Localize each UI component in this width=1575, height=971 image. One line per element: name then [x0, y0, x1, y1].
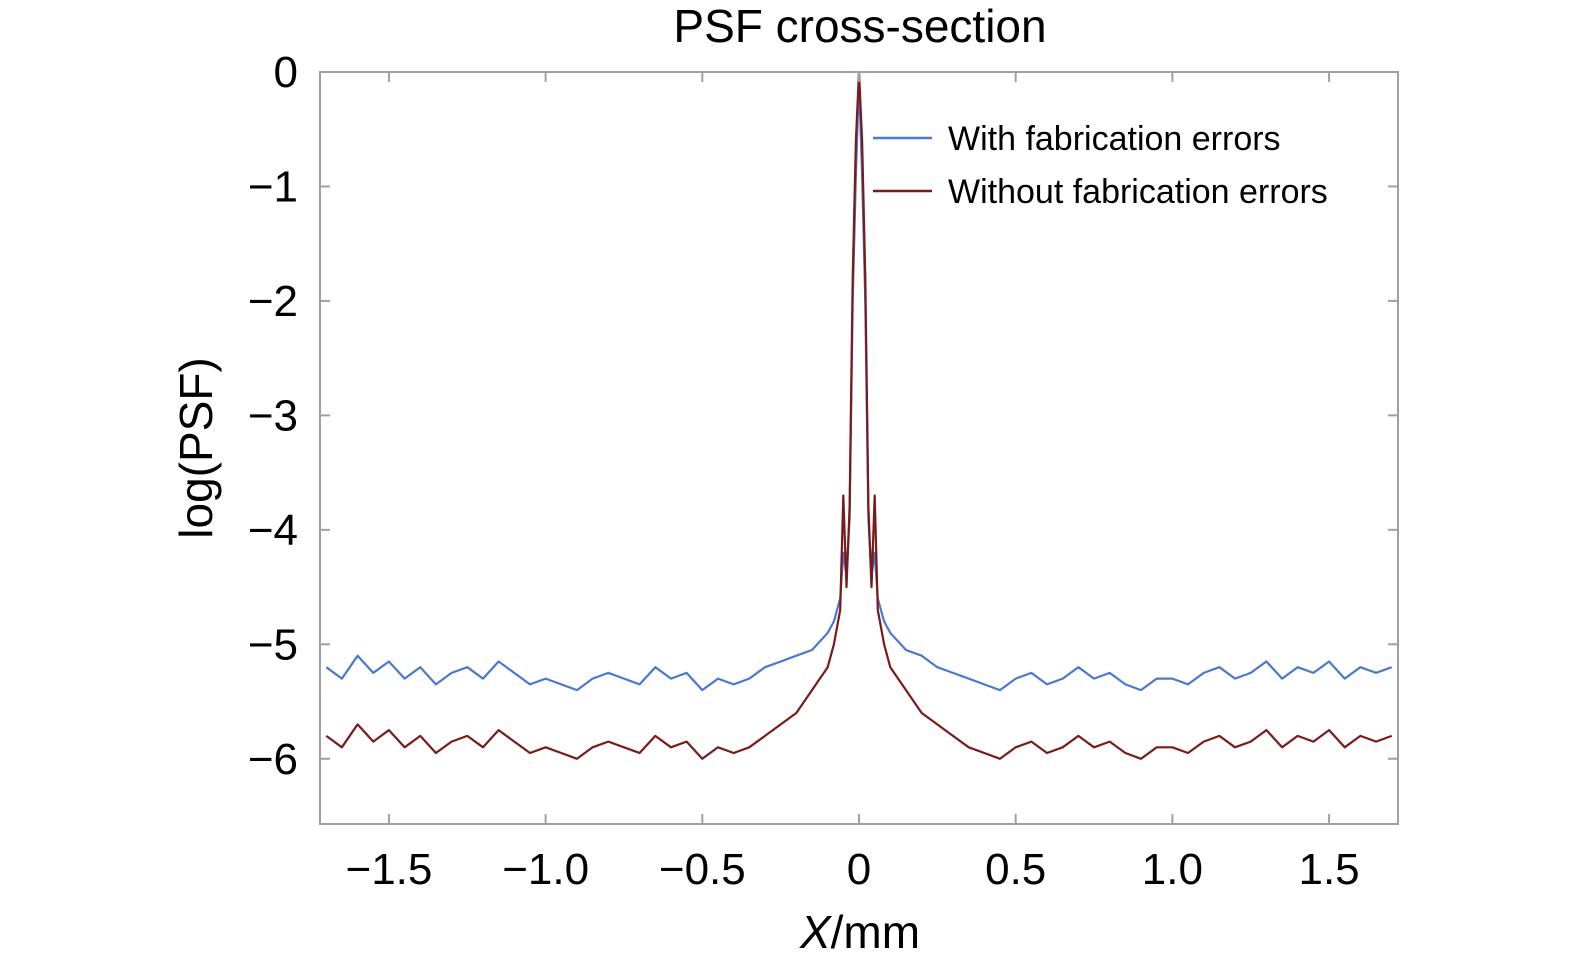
x-tick-label: 0: [847, 845, 871, 894]
x-axis-label: X/mm: [799, 906, 920, 958]
x-axis-label-unit: /mm: [831, 906, 920, 958]
y-tick-label: −2: [248, 277, 298, 326]
y-tick-label: −1: [248, 162, 298, 211]
x-tick-label: 1.0: [1142, 845, 1203, 894]
x-axis-label-var: X: [799, 906, 833, 958]
x-tick-label: −0.5: [659, 845, 746, 894]
y-tick-label: −5: [248, 620, 298, 669]
y-tick-label: −4: [248, 506, 298, 555]
x-axis-ticks: −1.5 −1.0 −0.5 0 0.5 1.0 1.5: [346, 72, 1360, 894]
x-tick-label: −1.0: [502, 845, 589, 894]
x-tick-label: −1.5: [346, 845, 433, 894]
legend: With fabrication errors Without fabricati…: [873, 120, 1328, 211]
x-tick-label: 1.5: [1298, 845, 1359, 894]
y-axis-label: log(PSF): [170, 357, 222, 538]
y-axis-ticks: 0 −1 −2 −3 −4 −5 −6: [248, 48, 1398, 784]
y-tick-label: −3: [248, 391, 298, 440]
y-tick-label: 0: [274, 48, 298, 97]
x-tick-label: 0.5: [985, 845, 1046, 894]
chart-title: PSF cross-section: [673, 0, 1046, 52]
legend-label-0: With fabrication errors: [948, 120, 1281, 158]
legend-label-1: Without fabrication errors: [948, 173, 1328, 211]
series-line-0: [325, 76, 1393, 692]
y-tick-label: −6: [248, 735, 298, 784]
